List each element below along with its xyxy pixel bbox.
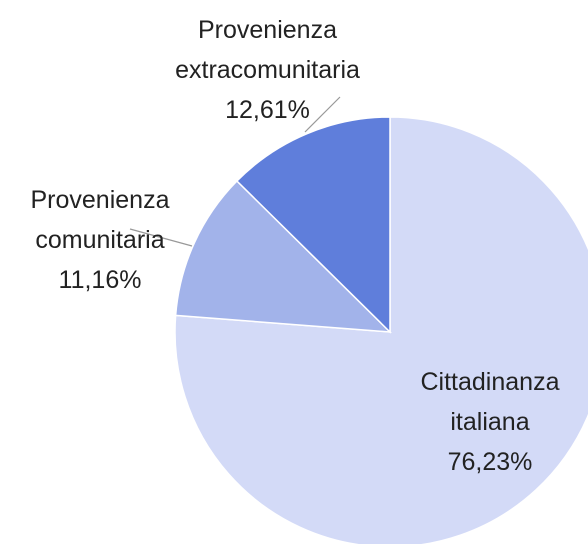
category-label: Provenienza comunitaria bbox=[30, 186, 170, 254]
value-label: 12,61% bbox=[225, 96, 310, 124]
leader-line bbox=[129, 228, 193, 247]
leader-line bbox=[304, 96, 341, 133]
pie-slice bbox=[174, 116, 588, 544]
value-label: 76,23% bbox=[447, 448, 533, 476]
slice-label: Cittadinanza italiana 76,23% bbox=[395, 362, 585, 482]
category-label: Provenienza extracomunitaria bbox=[175, 16, 360, 84]
pie-slice bbox=[174, 179, 392, 333]
pie-slice bbox=[235, 116, 391, 334]
slice-label: Provenienza comunitaria 11,16% bbox=[5, 180, 195, 300]
slice-label: Provenienza extracomunitaria 12,61% bbox=[145, 10, 390, 130]
category-label: Cittadinanza italiana bbox=[420, 368, 560, 436]
value-label: 11,16% bbox=[58, 266, 142, 294]
